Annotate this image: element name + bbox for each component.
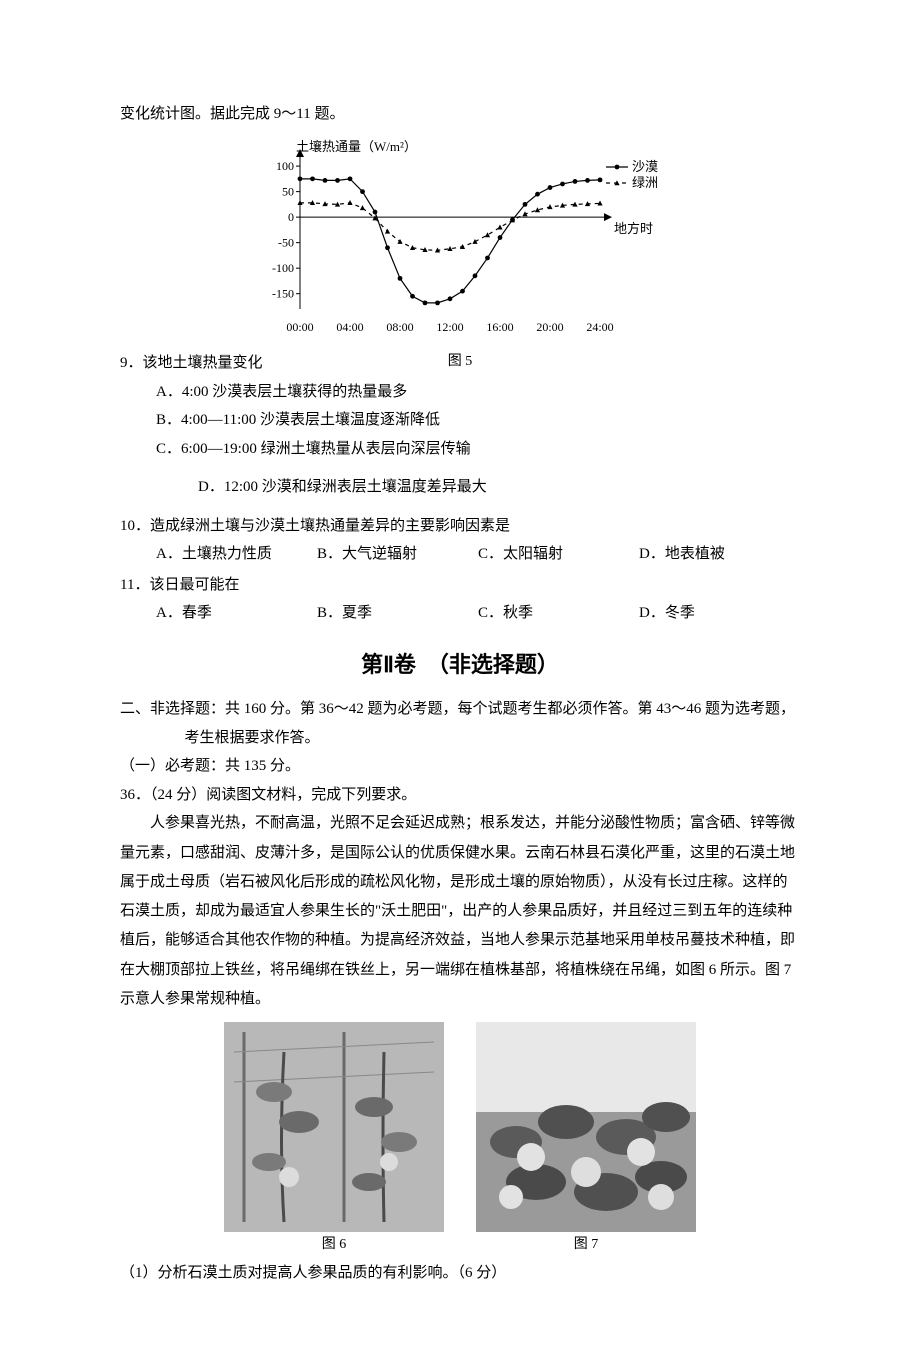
figure-row: [120, 1022, 800, 1232]
q9-option-d: D．12:00 沙漠和绿洲表层土壤温度差异最大: [120, 473, 800, 502]
q36-sub1: （1）分析石漠土质对提高人参果品质的有利影响。（6 分）: [120, 1259, 800, 1288]
q10-option-d: D．地表植被: [639, 540, 800, 569]
q11-option-c: C．秋季: [478, 599, 639, 628]
q10-options: A．土壤热力性质 B．大气逆辐射 C．太阳辐射 D．地表植被: [120, 540, 800, 569]
q10-stem: 10．造成绿洲土壤与沙漠土壤热通量差异的主要影响因素是: [120, 512, 800, 541]
section-2-title: 第Ⅱ卷 （非选择题）: [120, 644, 800, 686]
q10-option-c: C．太阳辐射: [478, 540, 639, 569]
svg-text:土壤热通量（W/m²）: 土壤热通量（W/m²）: [296, 139, 417, 154]
figure-7-photo: [476, 1022, 696, 1232]
svg-text:-100: -100: [272, 261, 294, 275]
svg-text:12:00: 12:00: [436, 320, 463, 334]
required-heading: （一）必考题：共 135 分。: [120, 752, 800, 781]
figure-5-chart: -150 -100 -50 0 50 100 00:00 04:00 08:00 12:00 16:…: [240, 137, 680, 348]
svg-text:50: 50: [282, 184, 294, 198]
svg-text:地方时: 地方时: [614, 221, 653, 236]
figure-6-photo: [224, 1022, 444, 1232]
soil-heat-flux-chart: -150 -100 -50 0 50 100 00:00 04:00 08:00 12:00 16:…: [240, 137, 680, 337]
q9-option-b: B．4:00—11:00 沙漠表层土壤温度逐渐降低: [120, 406, 800, 435]
figure-6-caption: 图 6: [224, 1232, 444, 1259]
svg-text:20:00: 20:00: [536, 320, 563, 334]
figure-captions-row: 图 6 图 7: [120, 1232, 800, 1259]
exam-page: 变化统计图。据此完成 9～11 题。 -150 -100 -50 0 50 100 00:0…: [0, 0, 920, 1347]
figure-7-caption: 图 7: [476, 1232, 696, 1259]
q10-option-a: A．土壤热力性质: [156, 540, 317, 569]
passage-intro: 变化统计图。据此完成 9～11 题。: [120, 100, 800, 129]
svg-text:04:00: 04:00: [336, 320, 363, 334]
svg-text:100: 100: [276, 159, 294, 173]
svg-text:-150: -150: [272, 286, 294, 300]
q11-option-a: A．春季: [156, 599, 317, 628]
svg-text:08:00: 08:00: [386, 320, 413, 334]
svg-text:沙漠: 沙漠: [632, 159, 658, 174]
q9-option-c: C．6:00—19:00 绿洲土壤热量从表层向深层传输: [120, 435, 800, 464]
q11-options: A．春季 B．夏季 C．秋季 D．冬季: [120, 599, 800, 628]
q36-stem: 36．（24 分）阅读图文材料，完成下列要求。: [120, 781, 800, 810]
svg-text:24:00: 24:00: [586, 320, 613, 334]
svg-text:0: 0: [288, 210, 294, 224]
svg-text:-50: -50: [278, 235, 294, 249]
figure-5-caption: 图 5: [448, 349, 473, 376]
q9-stem: 9．该地土壤热量变化: [120, 349, 263, 378]
svg-text:绿洲: 绿洲: [632, 175, 658, 190]
part2-heading: 二、非选择题：共 160 分。第 36～42 题为必考题，每个试题考生都必须作答…: [120, 695, 800, 752]
q11-stem: 11．该日最可能在: [120, 571, 800, 600]
q9-option-a: A．4:00 沙漠表层土壤获得的热量最多: [120, 378, 800, 407]
q11-option-d: D．冬季: [639, 599, 800, 628]
svg-text:16:00: 16:00: [486, 320, 513, 334]
svg-text:00:00: 00:00: [286, 320, 313, 334]
q11-option-b: B．夏季: [317, 599, 478, 628]
q36-passage: 人参果喜光热，不耐高温，光照不足会延迟成熟；根系发达，并能分泌酸性物质；富含硒、…: [120, 809, 800, 1014]
q10-option-b: B．大气逆辐射: [317, 540, 478, 569]
